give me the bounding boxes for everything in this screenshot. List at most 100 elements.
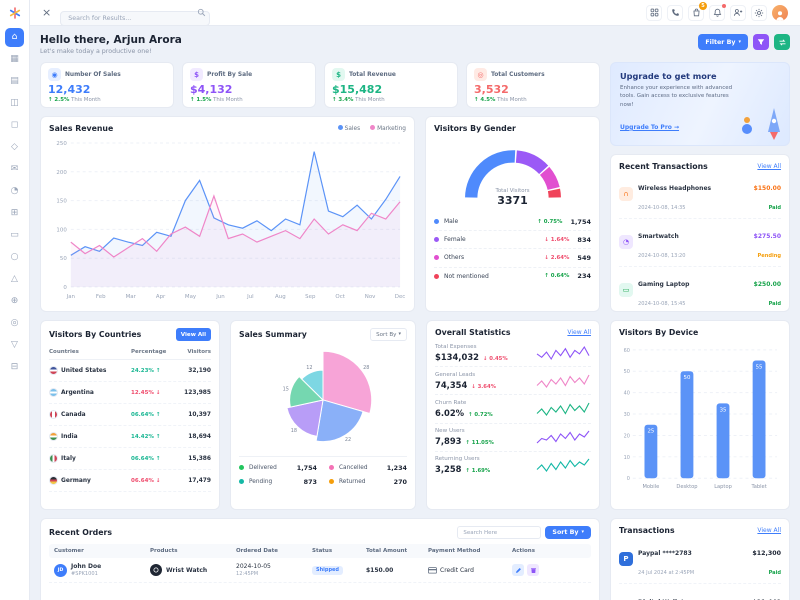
view-all-link[interactable]: View All xyxy=(567,329,591,336)
svg-text:100: 100 xyxy=(56,227,67,233)
transactions-card: Transactions View All P Paypal ****2783 2… xyxy=(610,518,790,600)
transactions-list: P Paypal ****2783 24 Jul 2024 at 2:45PM $… xyxy=(619,535,781,600)
legend-dot xyxy=(337,125,343,130)
authentication-icon[interactable]: ◎ xyxy=(5,314,24,333)
apps-icon[interactable]: ◫ xyxy=(5,94,24,113)
view-all-link[interactable]: View All xyxy=(757,527,781,534)
product-icon xyxy=(150,564,162,576)
icons-icon[interactable]: △ xyxy=(5,270,24,289)
view-all-link[interactable]: View All xyxy=(757,163,781,170)
search-icon[interactable] xyxy=(197,8,206,17)
sales-revenue-card: Sales Revenue Sales Marketing 0 50 100 150 2… xyxy=(40,116,415,312)
sort-by-button[interactable]: Sort By ▾ xyxy=(370,328,407,341)
svg-text:12: 12 xyxy=(306,365,312,371)
user-avatar[interactable] xyxy=(772,4,788,21)
svg-text:25: 25 xyxy=(647,429,654,435)
filter-icon-button[interactable] xyxy=(753,34,769,50)
search-box xyxy=(60,5,211,26)
upgrade-body: Enhance your experience with advanced to… xyxy=(620,85,733,108)
mail-icon[interactable]: ✉ xyxy=(5,160,24,179)
svg-text:18: 18 xyxy=(291,428,297,434)
stat-cards: ◉ Number Of Sales 12,432 ↑ 2.5% This Mon… xyxy=(40,62,600,108)
user-add-icon[interactable] xyxy=(730,4,746,21)
legend-dot xyxy=(434,219,439,225)
transaction-row[interactable]: P Paypal ****2783 24 Jul 2024 at 2:45PM $… xyxy=(619,535,781,584)
topbar-actions: 5 xyxy=(646,1,788,21)
sidebar-nav: ⌂ ▦ ▤ ◫ ◻ ◇ ✉ ◔ ⊞ ▭ ○ △ ⊕ ◎ ▽ ⊟ xyxy=(5,28,24,377)
gender-legend-row[interactable]: Not mentioned ↑ 0.64% 234 xyxy=(434,266,591,285)
app-logo-icon[interactable] xyxy=(9,7,21,19)
stat-label: Total Revenue xyxy=(349,71,396,78)
widgets-icon[interactable]: ◻ xyxy=(5,116,24,135)
card-title: Sales Revenue xyxy=(49,124,114,133)
overall-statistics-list: Total Expenses $134,032 ↓ 0.45% xyxy=(435,339,591,479)
stat-change: ↑ 2.5% This Month xyxy=(48,97,101,103)
apps-grid-icon[interactable] xyxy=(646,4,662,21)
filter-by-button[interactable]: Filter By ▾ xyxy=(698,34,748,50)
stat-value: 3,532 xyxy=(474,82,509,96)
settings-gear-icon[interactable] xyxy=(751,4,767,21)
bell-icon[interactable] xyxy=(709,3,726,21)
order-row[interactable]: JD John Doe #SPK1001 Wrist Watch 2024-10-… xyxy=(49,558,591,583)
orders-table: Customer Products Ordered Date Status Total … xyxy=(49,544,591,583)
smartwatch-icon: ◔ xyxy=(619,235,633,250)
profit-icon: $ xyxy=(190,68,203,81)
chevron-down-icon: ▾ xyxy=(738,38,741,45)
edit-icon[interactable] xyxy=(512,564,524,576)
orders-sort-by-button[interactable]: Sort By ▾ xyxy=(545,526,591,539)
card-title: Visitors By Countries xyxy=(49,330,142,339)
customer-avatar: JD xyxy=(54,563,67,577)
pages-icon[interactable]: ▤ xyxy=(5,72,24,91)
country-row[interactable]: India 14.42% ↑ 18,694 xyxy=(49,426,211,448)
charts-icon[interactable]: ◔ xyxy=(5,182,24,201)
phone-icon[interactable] xyxy=(667,4,683,21)
ecommerce-icon[interactable]: ◇ xyxy=(5,138,24,157)
cart-icon[interactable]: 5 xyxy=(688,1,707,21)
summary-legend-item: Cancelled 1,234 xyxy=(329,461,407,474)
upgrade-cta-link[interactable]: Upgrade To Pro → xyxy=(620,123,680,131)
visitors-by-gender-card: Visitors By Gender Total Visitors 3371 xyxy=(425,116,600,312)
home-icon[interactable]: ⌂ xyxy=(5,28,24,47)
svg-text:50: 50 xyxy=(60,256,67,262)
legend-dot xyxy=(434,273,439,279)
country-row[interactable]: United States 24.23% ↑ 32,190 xyxy=(49,360,211,382)
gender-legend-row[interactable]: Female ↓ 1.64% 834 xyxy=(434,230,591,248)
dashboards-icon[interactable]: ▦ xyxy=(5,50,24,69)
card-title: Overall Statistics xyxy=(435,328,511,337)
svg-text:20: 20 xyxy=(624,433,630,439)
maps-icon[interactable]: ○ xyxy=(5,248,24,267)
share-icon-button[interactable] xyxy=(774,34,790,50)
utilities-icon[interactable]: ⊕ xyxy=(5,292,24,311)
country-row[interactable]: Argentina 12.45% ↓ 123,985 xyxy=(49,382,211,404)
view-all-button[interactable]: View All xyxy=(175,328,211,341)
notification-dot xyxy=(722,3,726,8)
forms-icon[interactable]: ▭ xyxy=(5,226,24,245)
legend-dot xyxy=(329,479,334,484)
country-row[interactable]: Germany 06.64% ↓ 17,479 xyxy=(49,470,211,492)
stat-label: Profit By Sale xyxy=(207,71,253,78)
legend-dot xyxy=(434,237,439,243)
orders-search-input[interactable] xyxy=(457,526,542,539)
transaction-row[interactable]: ▭ Gaming Laptop 2024-10-08, 15:45 $250.00… xyxy=(619,267,781,311)
laptop-icon: ▭ xyxy=(619,282,633,297)
gender-legend-row[interactable]: Others ↓ 2.64% 549 xyxy=(434,248,591,266)
tables-icon[interactable]: ⊞ xyxy=(5,204,24,223)
sidebar-toggle-button[interactable]: × xyxy=(42,6,52,19)
transaction-row[interactable]: ∩ Wireless Headphones 2024-10-08, 14:35 $… xyxy=(619,171,781,219)
paypal-icon: P xyxy=(619,552,633,566)
menu-levels-icon[interactable]: ⊟ xyxy=(5,358,24,377)
stat-label: Total Customers xyxy=(491,71,545,78)
chart-legend: Sales Marketing xyxy=(337,125,406,132)
country-row[interactable]: Canada 06.64% ↑ 10,397 xyxy=(49,404,211,426)
card-title: Visitors By Gender xyxy=(434,124,516,133)
transaction-row[interactable]: ▭ Digital Wallet13 May 2024 at 2:10PM $1… xyxy=(619,584,781,600)
statistic-row: Total Expenses $134,032 ↓ 0.45% xyxy=(435,339,591,368)
search-input[interactable] xyxy=(60,11,211,26)
country-row[interactable]: Italy 06.64% ↑ 15,386 xyxy=(49,448,211,470)
advanced-ui-icon[interactable]: ▽ xyxy=(5,336,24,355)
gauge-label: Total Visitors xyxy=(495,188,530,194)
gender-legend-row[interactable]: Male ↑ 0.75% 1,754 xyxy=(434,213,591,230)
transaction-row[interactable]: ◔ Smartwatch 2024-10-08, 13:20 $275.50 Pe… xyxy=(619,219,781,267)
sparkline-chart xyxy=(536,430,590,444)
delete-icon[interactable] xyxy=(527,564,539,576)
